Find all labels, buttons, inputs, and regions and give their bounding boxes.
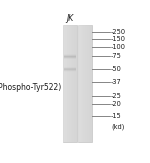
Bar xyxy=(79,25,80,142)
Bar xyxy=(65,25,66,142)
Bar xyxy=(63,25,77,142)
Text: -100: -100 xyxy=(111,44,126,50)
Bar xyxy=(86,25,87,142)
Text: -150: -150 xyxy=(111,36,126,42)
Bar xyxy=(78,25,79,142)
Bar xyxy=(90,25,91,142)
Text: -15: -15 xyxy=(111,113,122,119)
Bar xyxy=(83,25,84,142)
Bar xyxy=(89,25,90,142)
Text: -25: -25 xyxy=(111,93,122,99)
Text: -50: -50 xyxy=(111,66,122,72)
Text: -250: -250 xyxy=(111,29,126,35)
Bar xyxy=(78,25,92,142)
Bar xyxy=(87,25,88,142)
Bar xyxy=(85,25,86,142)
Bar xyxy=(84,25,85,142)
Bar xyxy=(76,25,77,142)
Bar xyxy=(82,25,83,142)
Bar xyxy=(63,25,64,142)
Bar xyxy=(69,25,70,142)
Bar xyxy=(66,25,67,142)
Text: -20: -20 xyxy=(111,101,122,107)
Text: -75: -75 xyxy=(111,53,122,59)
Text: HCK(Phospho-Tyr522): HCK(Phospho-Tyr522) xyxy=(0,83,61,92)
Bar xyxy=(67,25,68,142)
Bar xyxy=(68,25,69,142)
Bar xyxy=(81,25,82,142)
Bar xyxy=(71,25,72,142)
Bar xyxy=(72,25,73,142)
Text: JK: JK xyxy=(66,14,74,23)
Text: (kd): (kd) xyxy=(111,124,124,130)
Bar xyxy=(91,25,92,142)
Bar xyxy=(70,25,71,142)
Bar xyxy=(88,25,89,142)
Text: -37: -37 xyxy=(111,79,122,85)
Bar xyxy=(74,25,75,142)
Bar xyxy=(75,25,76,142)
Bar xyxy=(64,25,65,142)
Bar xyxy=(80,25,81,142)
